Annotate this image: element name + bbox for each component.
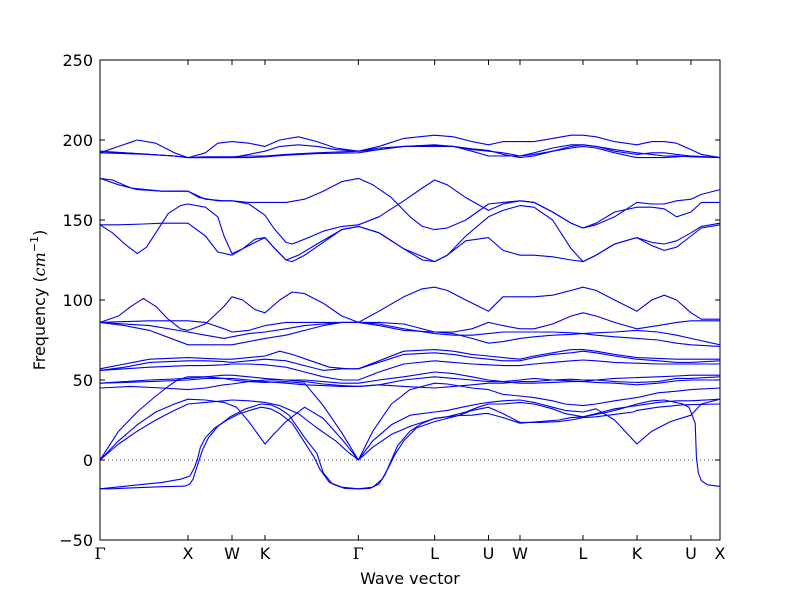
- kpoint-label-1: Γ: [94, 544, 105, 563]
- kpoint-label-4: K: [260, 544, 271, 563]
- kpoint-label-7: U: [483, 544, 495, 563]
- y-axis-label: Frequency (cm−1): [28, 230, 49, 371]
- band-line-8: [99, 371, 720, 384]
- band-line-19: [99, 177, 721, 231]
- x-axis-label: Wave vector: [360, 569, 460, 588]
- kpoint-label-10: K: [632, 544, 643, 563]
- kpoint-label-6: L: [430, 544, 439, 563]
- band-line-4: [99, 398, 721, 461]
- y-tick-label: 250: [62, 51, 93, 70]
- band-line-18: [99, 177, 720, 245]
- kpoint-label-8: W: [512, 544, 528, 563]
- y-axis-label-unit: cm: [30, 252, 49, 276]
- band-line-6: [99, 376, 720, 391]
- y-tick-label: 0: [83, 451, 93, 470]
- kpoint-label-9: L: [579, 544, 588, 563]
- kpoint-label-5: Γ: [353, 544, 364, 563]
- kpoint-label-12: X: [715, 544, 726, 563]
- plot-frame: [99, 59, 721, 541]
- band-line-12: [99, 286, 720, 331]
- y-tick-label: −50: [59, 531, 93, 550]
- y-tick-label: 100: [62, 291, 93, 310]
- y-tick-label: 50: [73, 371, 93, 390]
- y-axis-label-exponent: −1: [28, 236, 41, 252]
- band-line-10: [99, 350, 721, 371]
- band-line-2: [99, 403, 721, 490]
- band-line-7: [99, 376, 721, 389]
- band-line-20: [99, 134, 721, 159]
- y-axis-label-prefix: Frequency (: [30, 276, 49, 370]
- band-line-14: [99, 321, 721, 346]
- kpoint-label-11: U: [685, 544, 697, 563]
- y-tick-label: 200: [62, 131, 93, 150]
- band-series-group: [99, 134, 721, 490]
- band-line-3: [99, 398, 721, 461]
- band-line-23: [99, 144, 721, 159]
- y-axis-label-suffix: ): [30, 230, 49, 236]
- band-line-17: [100, 205, 721, 263]
- band-line-16: [99, 203, 721, 263]
- band-line-9: [99, 359, 720, 381]
- band-line-5: [99, 376, 721, 461]
- kpoint-label-3: W: [224, 544, 240, 563]
- y-axis-ticks: −50 0 50 100 150 200 250: [59, 51, 720, 550]
- y-tick-label: 150: [62, 211, 93, 230]
- kpoint-label-2: X: [182, 544, 193, 563]
- band-line-11: [99, 349, 720, 370]
- band-line-15: [99, 321, 721, 347]
